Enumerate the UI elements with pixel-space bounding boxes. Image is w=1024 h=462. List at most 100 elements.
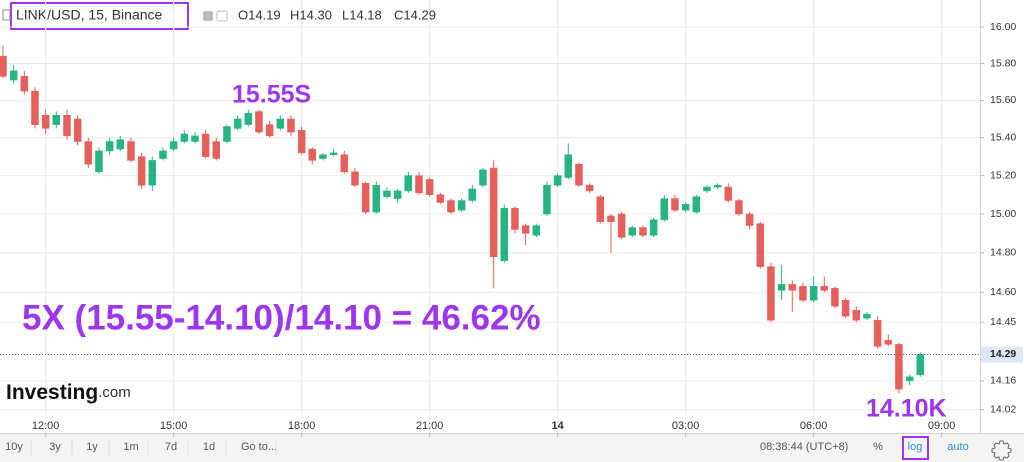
plot-area	[0, 0, 980, 433]
candle-body	[63, 115, 71, 137]
candle-body	[95, 150, 103, 173]
candle-body	[308, 148, 317, 161]
candle-body	[41, 115, 50, 129]
settings-icon[interactable]	[991, 440, 1012, 461]
candle-body	[169, 141, 178, 150]
candle-body	[31, 90, 39, 125]
candle-body	[148, 160, 157, 186]
range-button[interactable]: 7d	[165, 441, 177, 453]
candle-body	[105, 141, 114, 152]
candle-body	[713, 184, 722, 188]
candle-body	[841, 299, 850, 317]
x-tick-label: 14	[551, 420, 564, 432]
candle-body	[233, 118, 242, 129]
candle-body	[180, 133, 189, 142]
candle-body	[319, 154, 327, 159]
candle-body	[9, 70, 18, 81]
candle-body	[735, 200, 743, 215]
candle-body	[777, 284, 786, 291]
option-button[interactable]: log	[908, 441, 923, 453]
candle-body	[585, 184, 594, 192]
x-tick-label: 09:00	[928, 420, 956, 432]
range-button[interactable]: Go to...	[241, 441, 277, 453]
x-tick-label: 18:00	[288, 420, 316, 432]
candle-body	[201, 133, 210, 157]
log-box	[902, 436, 929, 460]
toolbar	[0, 434, 1024, 462]
icon	[2, 9, 11, 21]
x-tick-label: 12:00	[32, 420, 60, 432]
last-price-box	[981, 346, 1023, 363]
option-button[interactable]: auto	[947, 441, 968, 453]
y-tick-label: 15.00	[990, 208, 1016, 220]
candle-body	[73, 118, 82, 142]
brand-name: Investing	[6, 381, 98, 404]
header-value: C14.29	[394, 7, 436, 22]
candle-body	[393, 190, 402, 199]
candle-body	[543, 184, 551, 215]
header-value: L14.18	[342, 7, 382, 22]
x-tick-label: 15:00	[160, 420, 188, 432]
brand-suffix: .com	[98, 384, 131, 401]
candle-body	[84, 141, 93, 165]
icon[interactable]	[203, 11, 213, 21]
range-button[interactable]: 1d	[203, 441, 215, 453]
candle-body	[564, 154, 573, 178]
candle-body	[649, 219, 658, 236]
candle-body	[447, 200, 455, 213]
y-tick-label: 14.45	[990, 316, 1016, 328]
candle-body	[191, 135, 199, 142]
candle-body	[767, 266, 775, 321]
range-button[interactable]: 1m	[123, 441, 138, 453]
y-tick-label: 14.60	[990, 286, 1016, 298]
y-tick-label: 15.20	[990, 169, 1016, 181]
range-button[interactable]: 3y	[49, 441, 61, 453]
candle-body	[852, 309, 861, 321]
candle-body	[116, 139, 125, 150]
candle-body	[916, 354, 925, 376]
candle-body	[457, 200, 466, 211]
y-tick-label: 15.40	[990, 132, 1016, 144]
candle-body	[745, 213, 754, 226]
candle-body	[137, 156, 146, 186]
range-button[interactable]: 1y	[86, 441, 98, 453]
x-tick-label: 21:00	[416, 420, 444, 432]
candle-body	[372, 184, 381, 213]
candle-body	[255, 111, 263, 133]
chart-title: LINK/USD, 15, Binance	[16, 7, 163, 23]
candle-body	[489, 167, 498, 258]
candle-body	[287, 118, 295, 133]
candle-body	[671, 198, 679, 211]
y-tick-label: 16.00	[990, 21, 1016, 33]
range-button[interactable]: 10y	[5, 441, 23, 453]
candle-body	[607, 215, 615, 222]
candle-body	[265, 124, 274, 137]
candle-body	[692, 196, 701, 213]
candle-body	[351, 171, 359, 186]
candle-body	[383, 190, 391, 197]
candle-body	[820, 286, 829, 291]
candle-body	[639, 227, 647, 236]
candle-body	[596, 196, 605, 222]
candle-body	[361, 183, 370, 213]
candle-body	[223, 126, 231, 142]
candle-body	[500, 207, 509, 261]
candle-body	[511, 207, 519, 230]
annotation: 14.10K	[866, 395, 947, 423]
candle-body	[127, 141, 135, 161]
candle-body	[436, 194, 445, 203]
option-button[interactable]: %	[873, 441, 883, 453]
y-tick-label: 15.80	[990, 57, 1016, 69]
candle-body	[468, 188, 477, 201]
candle-body	[873, 319, 882, 347]
icon[interactable]	[216, 10, 228, 22]
candle-body	[628, 227, 637, 236]
candle-body	[799, 286, 807, 301]
header-value: H14.30	[290, 7, 332, 22]
candle-body	[756, 223, 765, 267]
candle-body	[212, 141, 221, 159]
candle-body	[20, 76, 29, 92]
candle-body	[809, 286, 818, 301]
candle-body	[884, 340, 893, 345]
